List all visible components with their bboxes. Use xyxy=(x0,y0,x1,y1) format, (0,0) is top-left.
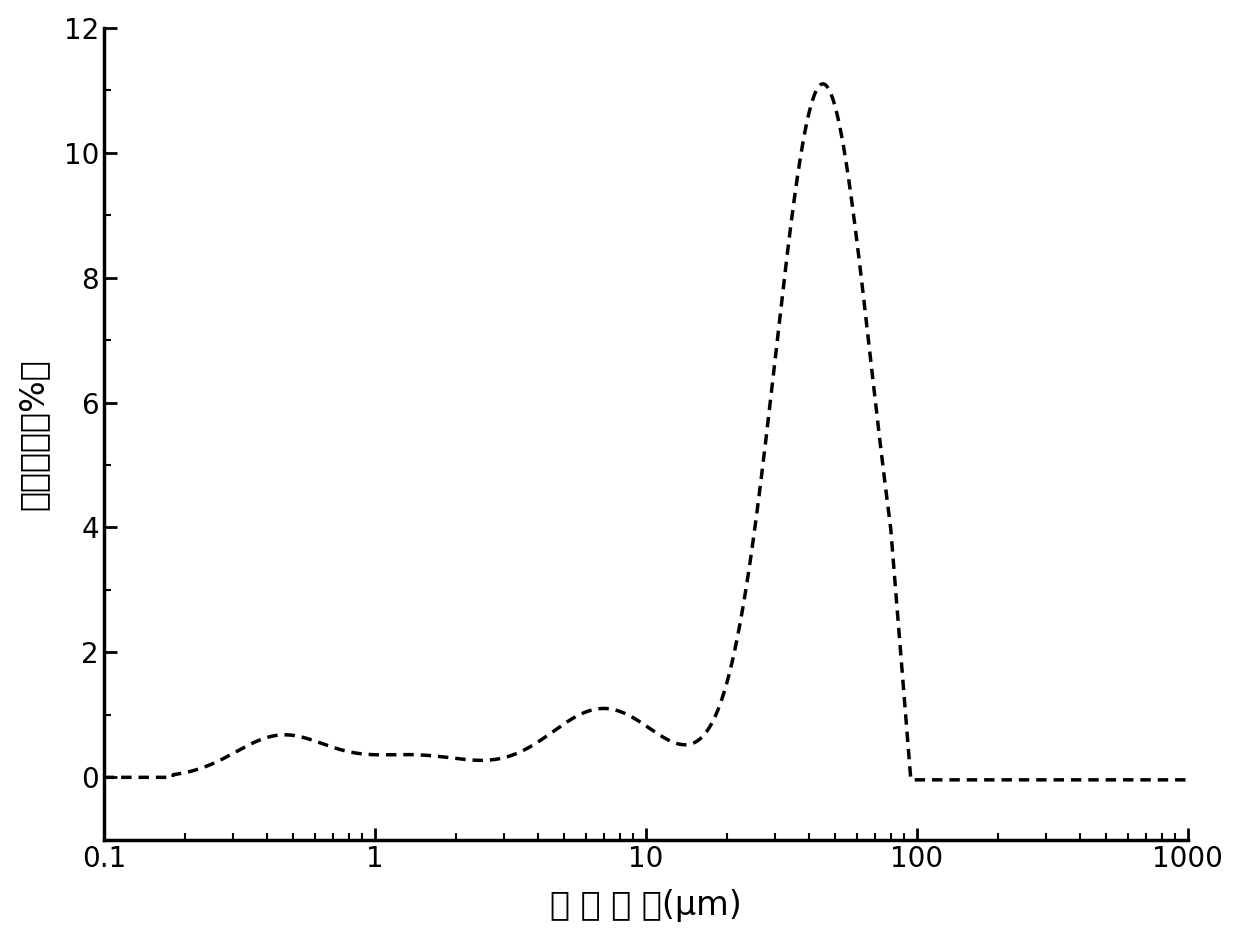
X-axis label: 粒 径 分 布(μm): 粒 径 分 布(μm) xyxy=(551,889,742,922)
Y-axis label: 体积分数（%）: 体积分数（%） xyxy=(16,358,50,510)
